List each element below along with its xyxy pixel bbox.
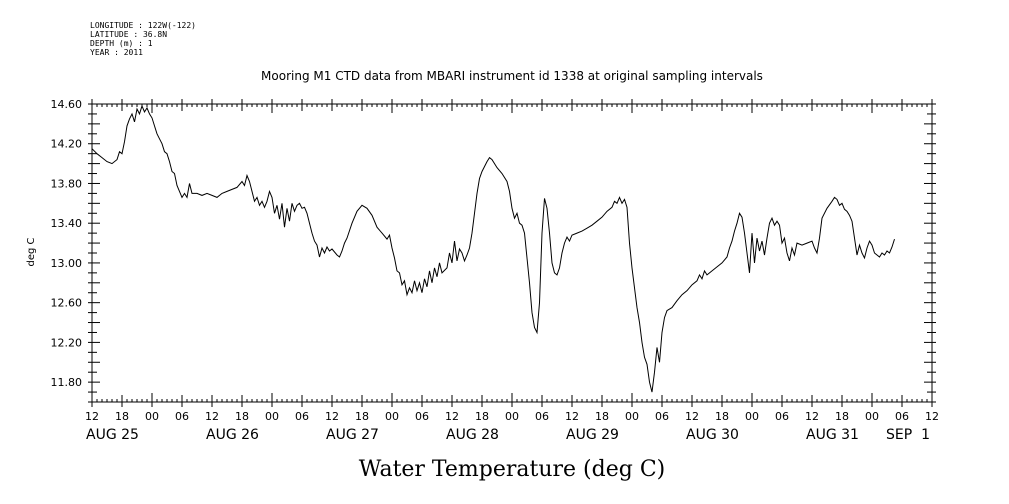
y-tick-label: 12.60: [51, 297, 83, 310]
x-hour-label: 00: [865, 410, 879, 423]
x-date-label: AUG 25: [86, 427, 139, 443]
x-hour-label: 12: [85, 410, 99, 423]
x-hour-label: 06: [535, 410, 549, 423]
x-hour-label: 06: [295, 410, 309, 423]
x-hour-label: 12: [445, 410, 459, 423]
x-hour-label: 06: [775, 410, 789, 423]
x-date-label: AUG 28: [446, 427, 499, 443]
x-hour-label: 00: [505, 410, 519, 423]
x-hour-label: 06: [655, 410, 669, 423]
y-tick-label: 14.20: [51, 138, 83, 151]
x-hour-label: 18: [475, 410, 489, 423]
x-hour-label: 18: [355, 410, 369, 423]
y-tick-label: 12.20: [51, 336, 83, 349]
x-date-label: AUG 30: [686, 427, 739, 443]
x-hour-label: 12: [205, 410, 219, 423]
axis-ticks: [88, 99, 936, 407]
temperature-series-line: [91, 104, 895, 393]
y-tick-label: 14.60: [51, 98, 83, 111]
longitude-text: LONGITUDE : 122W(-122): [90, 21, 196, 30]
x-hour-label: 12: [925, 410, 939, 423]
chart-title: Mooring M1 CTD data from MBARI instrumen…: [261, 69, 763, 83]
x-hour-label: 18: [235, 410, 249, 423]
latitude-text: LATITUDE : 36.8N: [90, 30, 168, 39]
x-date-label: AUG 26: [206, 427, 259, 443]
x-hour-label: 12: [685, 410, 699, 423]
plot-frame: [91, 103, 933, 403]
chart-bottom-title: Water Temperature (deg C): [359, 457, 666, 482]
x-hour-label: 18: [715, 410, 729, 423]
y-axis-label: deg C: [26, 237, 37, 266]
x-hour-label: 12: [325, 410, 339, 423]
x-hour-label: 00: [385, 410, 399, 423]
x-hour-label: 12: [565, 410, 579, 423]
x-date-label: AUG 27: [326, 427, 379, 443]
x-hour-label: 12: [805, 410, 819, 423]
y-tick-label: 11.80: [51, 376, 83, 389]
x-hour-label: 00: [265, 410, 279, 423]
x-date-label: AUG 31: [806, 427, 859, 443]
y-tick-label: 13.40: [51, 217, 83, 230]
y-tick-labels: 14.60 14.20 13.80 13.40 13.00 12.60 12.20 11.80: [51, 98, 83, 389]
x-date-label: AUG 29: [566, 427, 619, 443]
metadata-block: LONGITUDE : 122W(-122) LATITUDE : 36.8N …: [90, 21, 196, 57]
x-hour-label: 00: [145, 410, 159, 423]
x-hour-label: 18: [115, 410, 129, 423]
y-tick-label: 13.80: [51, 177, 83, 190]
depth-text: DEPTH (m) : 1: [90, 39, 153, 48]
x-hour-label: 06: [895, 410, 909, 423]
x-hour-label: 18: [595, 410, 609, 423]
x-date-labels: AUG 25 AUG 26 AUG 27 AUG 28 AUG 29 AUG 30 AUG …: [86, 427, 930, 443]
year-text: YEAR : 2011: [90, 48, 143, 57]
x-hour-label: 06: [415, 410, 429, 423]
x-hour-label: 00: [625, 410, 639, 423]
x-hour-label: 00: [745, 410, 759, 423]
x-tick-labels: 12 18 00 06 12 18 00 06 12 18 00 06 12 18 00 06 12 18 00 06…: [85, 410, 939, 423]
x-date-label: SEP 1: [886, 427, 930, 443]
y-tick-label: 13.00: [51, 257, 83, 270]
x-hour-label: 06: [175, 410, 189, 423]
x-hour-label: 18: [835, 410, 849, 423]
